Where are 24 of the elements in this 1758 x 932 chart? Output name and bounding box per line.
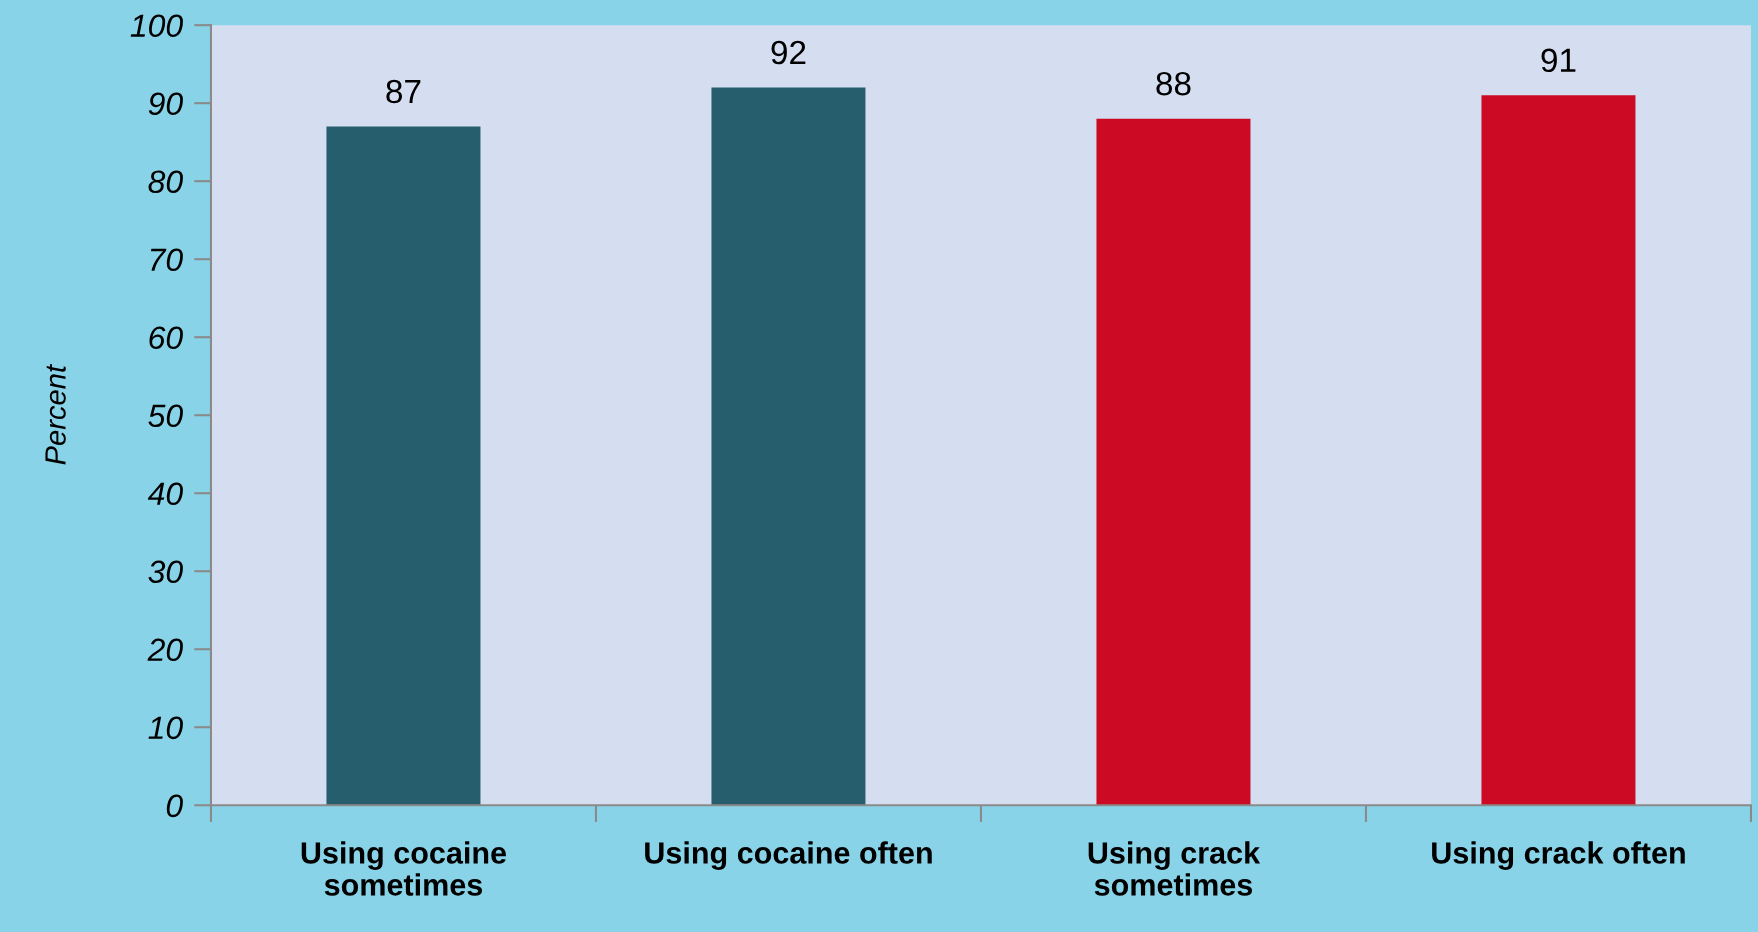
x-tick-label: Using cocaine often: [645, 841, 932, 870]
bar: [1481, 95, 1636, 806]
data-label: 88: [1156, 71, 1191, 96]
data-label: 91: [1541, 48, 1576, 73]
bar: [1096, 118, 1251, 806]
y-tick-label: 30: [148, 560, 183, 584]
y-tick-label: 70: [150, 248, 183, 272]
bar: [326, 126, 481, 806]
y-tick-label: 60: [149, 326, 183, 350]
y-tick-label: 0: [166, 794, 183, 818]
x-tick-label: Using cocaine sometimes: [301, 841, 507, 896]
y-tick-label: 40: [147, 482, 183, 506]
y-tick-label: 10: [148, 716, 183, 740]
y-tick-label: 100: [130, 14, 183, 38]
y-tick-label: 20: [147, 638, 183, 662]
y-tick-label: 50: [148, 404, 183, 428]
y-tick-label: 80: [148, 170, 183, 194]
y-tick-label: 90: [148, 92, 183, 116]
data-label: 87: [386, 79, 421, 104]
data-label: 92: [771, 40, 806, 65]
x-tick-label: Using crack often: [1432, 841, 1685, 870]
y-axis-title: Percent: [45, 363, 66, 465]
bar: [711, 87, 866, 806]
x-tick-label: Using crack sometimes: [1088, 841, 1261, 896]
